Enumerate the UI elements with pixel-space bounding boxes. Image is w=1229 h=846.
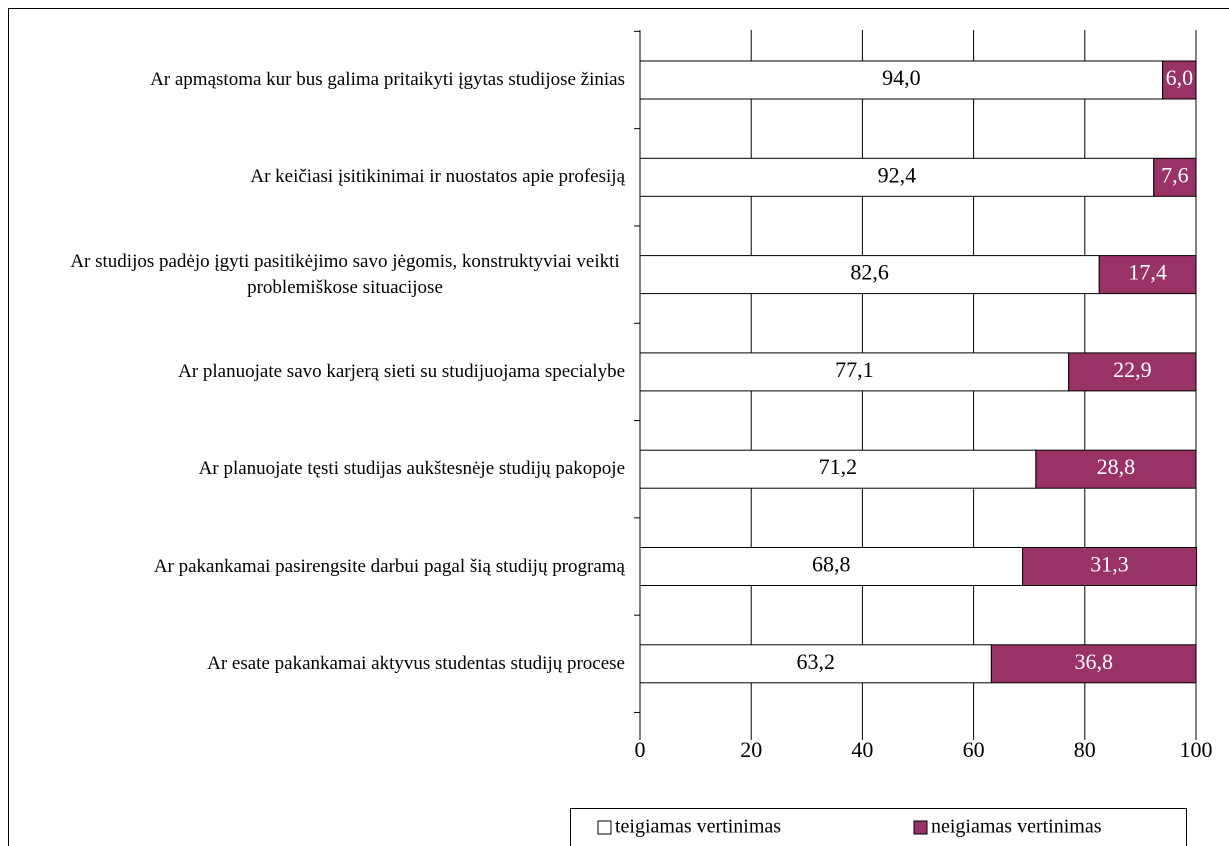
bar-segment [1162, 60, 1197, 100]
legend-swatch [597, 820, 612, 835]
bar-segment [990, 644, 1197, 684]
data-label: 17,4 [1128, 260, 1167, 285]
legend-label: teigiamas vertinimas [615, 816, 781, 838]
x-tick-label: 40 [851, 737, 873, 762]
bar-segment [639, 60, 1164, 100]
data-label: 94,0 [882, 65, 921, 90]
x-tick-label: 0 [635, 737, 646, 762]
category-label: Ar apmąstoma kur bus galima pritaikyti į… [5, 67, 625, 93]
category-text: Ar planuojate savo karjerą sieti su stud… [178, 360, 625, 382]
data-label: 22,9 [1113, 357, 1152, 382]
x-tick-label: 80 [1074, 737, 1096, 762]
data-label: 63,2 [796, 649, 835, 674]
category-text: Ar keičiasi įsitikinimai ir nuostatos ap… [250, 166, 625, 188]
bar-segment [1098, 255, 1197, 295]
category-text: Ar planuojate tęsti studijas aukštesnėje… [198, 458, 625, 480]
category-text: Ar pakankamai pasirengsite darbui pagal … [153, 555, 625, 577]
data-label: 77,1 [835, 357, 874, 382]
bar-segment [639, 157, 1155, 197]
data-label: 31,3 [1090, 552, 1129, 577]
bar-segment [639, 449, 1037, 489]
legend-label: neigiamas vertinimas [931, 816, 1102, 838]
data-label: 92,4 [878, 162, 917, 187]
category-label: Ar studijos padėjo įgyti pasitikėjimo sa… [5, 249, 625, 301]
bar-segment [639, 644, 992, 684]
bar-segment [639, 352, 1070, 392]
category-label: Ar pakankamai pasirengsite darbui pagal … [5, 554, 625, 580]
x-tick-label: 100 [1180, 737, 1213, 762]
data-label: 6,0 [1166, 65, 1194, 90]
category-text: Ar esate pakankamai aktyvus studentas st… [207, 652, 625, 674]
category-text: Ar apmąstoma kur bus galima pritaikyti į… [150, 69, 625, 90]
legend-swatch [913, 820, 928, 835]
data-label: 71,2 [819, 454, 858, 479]
data-label: 7,6 [1161, 162, 1189, 187]
category-text: Ar studijos padėjo įgyti pasitikėjimo sa… [70, 250, 620, 298]
x-tick-label: 60 [963, 737, 985, 762]
category-label: Ar esate pakankamai aktyvus studentas st… [5, 651, 625, 677]
legend-box [570, 808, 1187, 846]
category-label: Ar planuojate tęsti studijas aukštesnėje… [5, 456, 625, 482]
data-label: 82,6 [850, 260, 889, 285]
x-tick-label: 20 [740, 737, 762, 762]
bar-segment [1022, 547, 1198, 586]
data-label: 68,8 [812, 552, 851, 577]
chart-frame [8, 8, 1229, 846]
bar-segment [1068, 352, 1197, 392]
category-label: Ar planuojate savo karjerą sieti su stud… [5, 359, 625, 385]
data-label: 36,8 [1074, 649, 1113, 674]
data-label: 28,8 [1097, 454, 1136, 479]
bar-segment [1035, 449, 1197, 489]
bar-segment [639, 547, 1024, 586]
bar-segment [639, 255, 1100, 295]
bar-segment [1153, 157, 1197, 197]
category-label: Ar keičiasi įsitikinimai ir nuostatos ap… [5, 164, 625, 190]
